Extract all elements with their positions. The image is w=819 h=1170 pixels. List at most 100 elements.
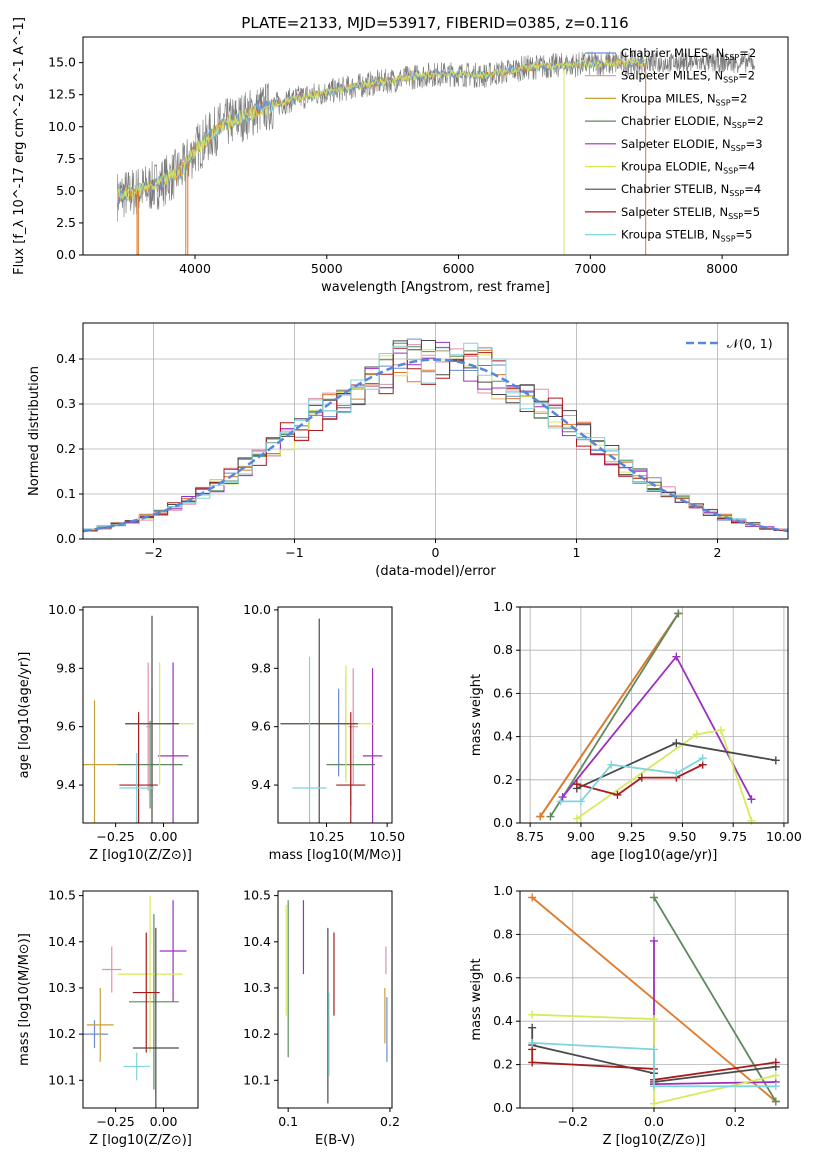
weight-marker [576, 797, 585, 806]
y-tick-label: 0.0 [493, 815, 513, 830]
y-tick-label: 1.0 [493, 883, 513, 898]
y-tick-label: 15.0 [48, 55, 76, 70]
x-tick-label: 10.25 [309, 829, 345, 844]
chart-residuals: −2 −1 0 1 2 0.0 0.1 0.2 0.3 0.4 (data-model)/error… [27, 322, 789, 579]
weight-marker [672, 769, 681, 778]
axes-frame [82, 322, 789, 540]
weight-line [653, 940, 776, 1086]
y-tick-label: 0.4 [493, 1013, 513, 1028]
x-tick-label: −0.25 [96, 1114, 134, 1129]
axes-frame [82, 606, 199, 824]
weight-marker [572, 814, 581, 823]
weight-marker [771, 1082, 780, 1091]
y-axis-label: mass [log10(M/M⊙)] [17, 933, 32, 1066]
y-tick-label: 0.6 [493, 685, 513, 700]
chart-weight_vs_Z: −0.2 0.0 0.2 0.0 0.2 0.4 0.6 0.8 1.0 Z [log10(Z/Z… [469, 883, 789, 1148]
x-tick-label: −0.25 [96, 829, 134, 844]
model-spectrum-line [116, 58, 646, 204]
y-axis-label: mass weight [469, 958, 484, 1040]
legend-entry: Salpeter ELODIE, NSSP=3 [621, 137, 763, 153]
weight-marker [528, 1058, 537, 1067]
weight-line [532, 1042, 776, 1088]
y-tick-label: 10.3 [48, 980, 76, 995]
y-tick-label: 10.2 [243, 1026, 271, 1041]
weight-marker [698, 754, 707, 763]
x-tick-label: 10.50 [369, 829, 405, 844]
weight-line [549, 613, 680, 817]
x-tick-label: 2 [714, 545, 722, 560]
x-tick-label: 0.2 [380, 1114, 400, 1129]
x-tick-label: 6000 [443, 261, 475, 276]
data-spectrum-line [117, 49, 756, 222]
weight-line [653, 897, 777, 1102]
weight-marker [717, 726, 725, 735]
axes-frame [82, 36, 789, 256]
chart-age_vs_Z: −0.25 0.00 9.4 9.6 9.8 10.0 Z [log10(Z/Z⊙)] age… [17, 602, 199, 863]
weight-marker [650, 1082, 658, 1091]
y-tick-label: 0.0 [56, 247, 76, 262]
x-tick-label: −1 [285, 545, 303, 560]
legend-entry: Kroupa MILES, NSSP=2 [621, 91, 747, 107]
legend-entry: Chabrier STELIB, NSSP=4 [621, 182, 761, 198]
y-tick-label: 0.4 [56, 351, 76, 366]
y-tick-label: 10.3 [243, 980, 271, 995]
y-tick-label: 10.1 [48, 1072, 76, 1087]
y-tick-label: 10.5 [48, 888, 76, 903]
x-tick-label: 0 [432, 545, 440, 560]
legend-entry: Chabrier ELODIE, NSSP=2 [621, 114, 764, 130]
weight-marker [650, 1045, 658, 1054]
legend-entry: Salpeter MILES, NSSP=2 [621, 69, 755, 85]
weight-marker [572, 780, 581, 789]
legend-entry: Kroupa ELODIE, NSSP=4 [621, 160, 755, 176]
weight-marker [613, 790, 622, 799]
x-axis-label: Z [log10(Z/Z⊙)] [89, 848, 192, 863]
x-tick-label: −2 [144, 545, 162, 560]
y-tick-label: 0.6 [493, 970, 513, 985]
y-tick-label: 10.5 [243, 888, 271, 903]
x-tick-label: 0.2 [725, 1114, 745, 1129]
chart-mass_vs_ebv: 0.1 0.2 10.1 10.2 10.3 10.4 10.5 E(B-V) [243, 888, 400, 1148]
normal-curve [83, 358, 788, 533]
y-tick-label: 5.0 [56, 183, 76, 198]
y-tick-label: 7.5 [56, 151, 76, 166]
chart-mass_vs_Z: −0.25 0.00 10.1 10.2 10.3 10.4 10.5 Z [log10(Z/… [17, 888, 199, 1148]
y-tick-label: 9.4 [251, 777, 271, 792]
x-axis-label: mass [log10(M/M⊙)] [269, 848, 402, 863]
y-tick-label: 0.2 [56, 441, 76, 456]
y-tick-label: 9.4 [56, 777, 76, 792]
weight-marker [650, 1099, 658, 1108]
y-tick-label: 0.2 [493, 1057, 513, 1072]
x-tick-label: 8000 [706, 261, 738, 276]
chart-spectrum: 4000 5000 6000 7000 8000 0.0 2.5 5.0 7.5 10.0 12.5… [12, 17, 789, 295]
model-spectrum-line [116, 58, 646, 203]
chart-age_vs_mass: 10.25 10.50 9.4 9.6 9.8 10.0 mass [log10(M/M⊙)… [243, 602, 405, 863]
y-tick-label: 10.2 [48, 1026, 76, 1041]
y-tick-label: 0.8 [493, 926, 513, 941]
weight-lines [528, 893, 780, 1108]
y-tick-label: 2.5 [56, 215, 76, 230]
error-bars [83, 615, 195, 823]
y-axis-label: Normed distribution [27, 366, 42, 496]
axes-frame [519, 890, 789, 1109]
x-tick-label: 4000 [179, 261, 211, 276]
x-tick-label: 9.50 [669, 829, 697, 844]
legend-entry: Kroupa STELIB, NSSP=5 [621, 228, 752, 244]
x-tick-label: 0.00 [150, 1114, 178, 1129]
weight-marker [637, 773, 646, 782]
x-tick-label: 0.00 [150, 829, 178, 844]
spectrum-lines [116, 49, 756, 255]
x-axis-label: wavelength [Angstrom, rest frame] [321, 280, 550, 295]
y-tick-label: 10.1 [243, 1072, 271, 1087]
y-tick-label: 10.0 [243, 602, 271, 617]
weight-line [576, 729, 753, 822]
axes-frame [277, 890, 393, 1109]
x-tick-label: 8.75 [516, 829, 544, 844]
weight-marker [771, 1097, 780, 1106]
x-tick-label: 7000 [574, 261, 606, 276]
weight-marker [546, 812, 555, 821]
weight-marker [771, 1058, 780, 1067]
x-tick-label: 9.00 [567, 829, 595, 844]
weight-marker [692, 730, 701, 739]
figure-title: PLATE=2133, MJD=53917, FIBERID=0385, z=0… [241, 14, 628, 32]
x-tick-label: 10.00 [766, 829, 802, 844]
